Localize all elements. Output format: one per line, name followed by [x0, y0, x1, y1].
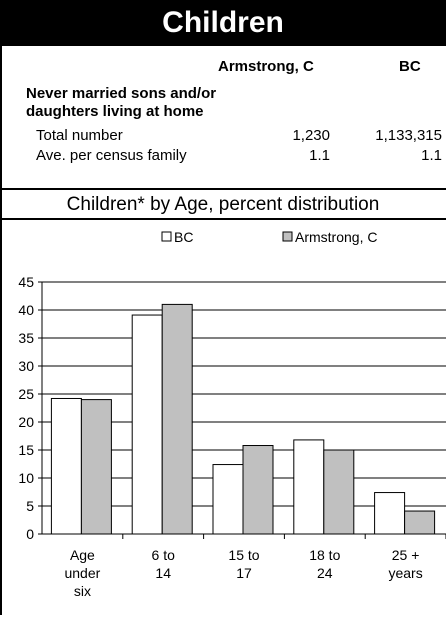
- x-tick-label: 14: [155, 565, 171, 581]
- row-total-armstrong: 1,230: [292, 127, 330, 144]
- row-label-total: Total number: [36, 127, 123, 144]
- row-total-bc: 1,133,315: [375, 127, 442, 144]
- panel-title: Children: [0, 0, 446, 46]
- section-title: Never married sons and/or daughters livi…: [26, 85, 217, 120]
- divider-bottom: [0, 218, 446, 220]
- col-header-armstrong: Armstrong, C: [218, 58, 314, 75]
- bar-bc: [293, 439, 325, 535]
- bar-bc: [50, 397, 82, 535]
- y-tick-label: 25: [18, 386, 34, 402]
- x-tick-label: 15 to: [228, 547, 259, 563]
- bar-armstrong: [242, 445, 274, 535]
- y-tick-label: 0: [26, 526, 34, 542]
- col-header-bc: BC: [399, 58, 421, 75]
- x-tick-label: under: [64, 565, 100, 581]
- x-tick-label: years: [388, 565, 422, 581]
- row-average-bc: 1.1: [421, 147, 442, 164]
- y-tick-label: 20: [18, 414, 34, 430]
- divider-top: [0, 188, 446, 190]
- legend-swatch: [161, 231, 172, 242]
- y-tick-label: 15: [18, 442, 34, 458]
- bar-armstrong: [404, 510, 436, 535]
- y-tick-label: 45: [18, 274, 34, 290]
- y-tick-label: 40: [18, 302, 34, 318]
- row-average-armstrong: 1.1: [309, 147, 330, 164]
- x-tick-label: 24: [317, 565, 333, 581]
- legend-swatch: [282, 231, 293, 242]
- chart-title: Children* by Age, percent distribution: [66, 194, 380, 215]
- x-tick-label: Age: [70, 547, 95, 563]
- bar-bc: [131, 314, 163, 535]
- legend-label: BC: [174, 229, 193, 245]
- bar-bc: [212, 464, 244, 535]
- legend-label: Armstrong, C: [295, 229, 377, 245]
- y-tick-label: 10: [18, 470, 34, 486]
- y-tick-label: 30: [18, 358, 34, 374]
- bar-armstrong: [161, 303, 193, 535]
- y-tick-label: 35: [18, 330, 34, 346]
- bar-armstrong: [323, 449, 355, 535]
- x-tick-label: 25 +: [392, 547, 420, 563]
- x-tick-label: 17: [236, 565, 252, 581]
- x-tick-label: six: [74, 583, 91, 599]
- y-tick-label: 5: [26, 498, 34, 514]
- x-tick-label: 6 to: [152, 547, 176, 563]
- bar-bc: [374, 492, 406, 535]
- bar-armstrong: [80, 399, 112, 535]
- x-tick-label: 18 to: [309, 547, 340, 563]
- row-label-average: Ave. per census family: [36, 147, 187, 164]
